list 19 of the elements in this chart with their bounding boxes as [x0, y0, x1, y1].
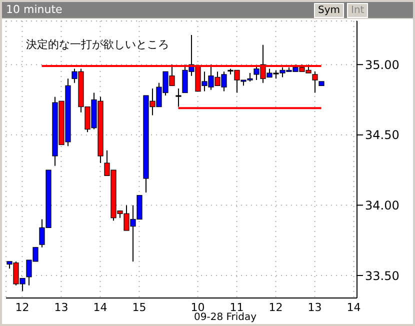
y-tick-label: 35.00 — [365, 58, 400, 72]
x-tick-label: 14 — [346, 300, 361, 314]
x-tick-label: 12 — [15, 300, 30, 314]
y-tick-label: 34.50 — [365, 128, 400, 142]
chart-title: 10 minute — [6, 3, 62, 16]
x-tick-label: 10 — [190, 300, 205, 314]
x-tick-label: 14 — [93, 300, 108, 314]
y-tick-label: 34.00 — [365, 198, 400, 212]
candlestick — [176, 88, 182, 108]
text: Sym — [314, 3, 344, 18]
x-tick-label: 15 — [132, 300, 146, 314]
candlestick — [312, 71, 318, 94]
annotation: 決定的な一打が欲しいところ — [26, 37, 169, 52]
text: Int — [347, 3, 368, 18]
x-tick-label: 12 — [268, 300, 283, 314]
y-tick-label: 33.50 — [365, 268, 400, 283]
text: 09-28 Friday — [194, 312, 257, 323]
x-tick-label: 13 — [308, 300, 322, 314]
x-tick-label: 13 — [54, 300, 68, 314]
